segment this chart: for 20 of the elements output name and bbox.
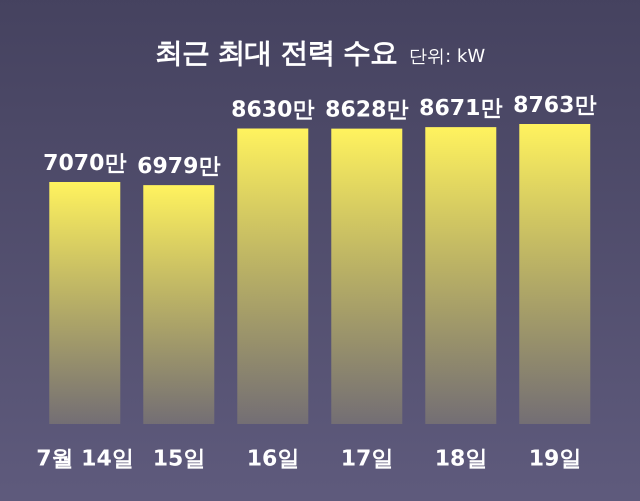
bar [425,127,496,424]
data-label: 8628만 [325,98,408,123]
chart-subtitle: 단위: kW [409,46,486,67]
data-label: 8671만 [419,96,502,122]
bar [143,185,214,424]
data-label: 8763만 [513,93,596,118]
x-tick-label: 16일 [246,446,300,472]
bar [519,124,590,424]
x-tick-label: 7월 14일 [36,446,134,472]
bar [237,128,308,424]
x-tick-label: 15일 [152,446,206,472]
x-tick-label: 17일 [340,446,394,472]
bar [49,182,120,424]
x-tick-label: 18일 [434,446,488,472]
data-label: 6979만 [137,154,220,180]
x-tick-label: 19일 [528,446,582,472]
data-label: 7070만 [43,150,126,176]
data-label: 8630만 [231,98,314,123]
chart-title: 최근 최대 전력 수요 [154,36,398,69]
bar [331,128,402,424]
